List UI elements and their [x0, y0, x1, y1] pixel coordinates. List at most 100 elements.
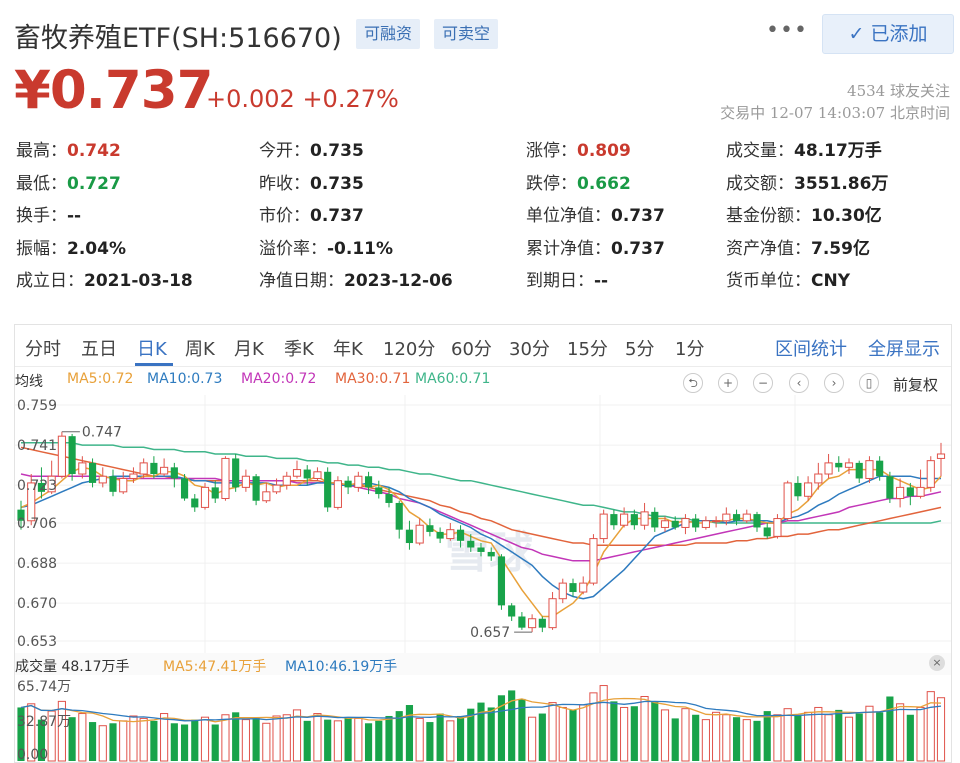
candle[interactable]: [732, 509, 741, 526]
candle[interactable]: [620, 507, 629, 528]
tab-10[interactable]: 15分: [567, 339, 608, 360]
candle[interactable]: [446, 523, 455, 541]
candle[interactable]: [456, 525, 465, 548]
candle[interactable]: [814, 462, 823, 490]
tab-6[interactable]: 年K: [333, 339, 363, 360]
candle[interactable]: [855, 460, 863, 483]
candle[interactable]: [68, 433, 76, 481]
candle[interactable]: [436, 527, 444, 544]
candle[interactable]: [241, 469, 250, 492]
candle[interactable]: [282, 471, 291, 490]
chevron-left-icon[interactable]: ‹: [789, 373, 809, 393]
candle[interactable]: [794, 476, 802, 501]
candle[interactable]: [150, 456, 158, 479]
candle[interactable]: [333, 476, 342, 510]
candle[interactable]: [324, 467, 332, 512]
candle[interactable]: [385, 487, 393, 508]
candle[interactable]: [477, 543, 485, 557]
candle[interactable]: [78, 456, 87, 479]
short-selling-tag[interactable]: 可卖空: [434, 19, 499, 49]
candle[interactable]: [518, 612, 526, 630]
range-stats-button[interactable]: 区间统计: [775, 339, 847, 360]
candle[interactable]: [57, 431, 66, 479]
candle[interactable]: [701, 516, 710, 530]
volume-chart[interactable]: 65.74万 32.87万 0.00: [15, 675, 952, 763]
candle[interactable]: [262, 482, 271, 503]
candle[interactable]: [936, 442, 946, 477]
candle[interactable]: [916, 469, 925, 499]
candle[interactable]: [508, 603, 516, 621]
candle[interactable]: [37, 467, 46, 499]
candle[interactable]: [170, 462, 178, 488]
candle[interactable]: [528, 614, 537, 633]
candle[interactable]: [395, 500, 403, 539]
candle[interactable]: [27, 474, 36, 526]
candle[interactable]: [896, 478, 905, 508]
candle[interactable]: [415, 518, 424, 546]
candle[interactable]: [548, 592, 557, 630]
candle[interactable]: [487, 547, 495, 561]
candle[interactable]: [651, 507, 659, 532]
candle[interactable]: [640, 502, 649, 530]
candle[interactable]: [763, 523, 771, 539]
candle[interactable]: [865, 456, 874, 483]
candle[interactable]: [426, 518, 434, 537]
candle[interactable]: [753, 511, 761, 532]
candle[interactable]: [558, 578, 567, 604]
tab-12[interactable]: 1分: [675, 339, 705, 360]
tab-5[interactable]: 季K: [284, 339, 314, 360]
candle[interactable]: [232, 453, 240, 492]
undo-icon[interactable]: ⮌: [683, 373, 703, 393]
candle[interactable]: [926, 456, 935, 492]
candle[interactable]: [835, 456, 843, 472]
candle[interactable]: [742, 509, 751, 523]
candle[interactable]: [569, 578, 577, 597]
candle[interactable]: [844, 458, 854, 475]
zoom-out-icon[interactable]: −: [753, 373, 773, 393]
fullscreen-button[interactable]: 全屏显示: [868, 339, 940, 360]
margin-financing-tag[interactable]: 可融资: [356, 19, 421, 49]
candle[interactable]: [610, 509, 618, 530]
candle[interactable]: [824, 453, 833, 479]
candlestick-chart[interactable]: 雪球0.7590.7410.7230.7060.6880.6700.6530.7…: [15, 395, 952, 655]
tab-1[interactable]: 五日: [81, 339, 117, 360]
tab-3[interactable]: 周K: [185, 339, 215, 360]
candle[interactable]: [773, 514, 782, 539]
candle[interactable]: [467, 534, 475, 552]
candle[interactable]: [88, 458, 97, 488]
tab-7[interactable]: 120分: [383, 339, 436, 360]
candle[interactable]: [303, 465, 311, 486]
candle[interactable]: [589, 534, 598, 586]
chevron-right-icon[interactable]: ›: [824, 373, 844, 393]
candle[interactable]: [783, 480, 792, 521]
candle[interactable]: [538, 616, 546, 633]
candle[interactable]: [579, 576, 588, 595]
candle[interactable]: [211, 480, 219, 503]
candle[interactable]: [221, 456, 230, 501]
candle[interactable]: [191, 494, 199, 512]
candle[interactable]: [712, 516, 721, 528]
candle[interactable]: [354, 471, 363, 492]
candle[interactable]: [599, 509, 608, 544]
zoom-in-icon[interactable]: +: [718, 373, 738, 393]
candle[interactable]: [630, 509, 638, 530]
candle[interactable]: [692, 514, 700, 532]
candle[interactable]: [722, 507, 731, 526]
candle[interactable]: [119, 471, 128, 495]
candle[interactable]: [180, 474, 189, 501]
candle[interactable]: [660, 516, 670, 532]
candle[interactable]: [252, 474, 260, 506]
candle[interactable]: [906, 482, 914, 506]
candle[interactable]: [313, 467, 322, 481]
candle[interactable]: [364, 471, 373, 495]
tab-9[interactable]: 30分: [509, 339, 550, 360]
tab-4[interactable]: 月K: [234, 339, 264, 360]
tab-11[interactable]: 5分: [625, 339, 655, 360]
candle[interactable]: [17, 500, 25, 530]
candle[interactable]: [129, 467, 138, 483]
candle[interactable]: [405, 520, 414, 550]
price-adjust-select[interactable]: 前复权: [893, 376, 939, 394]
candle[interactable]: [139, 458, 148, 479]
candle[interactable]: [272, 478, 281, 495]
candle[interactable]: [292, 460, 302, 479]
